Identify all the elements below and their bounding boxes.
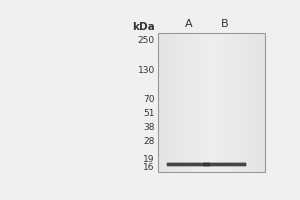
Text: 51: 51 xyxy=(143,109,155,118)
FancyBboxPatch shape xyxy=(167,163,210,166)
Text: 19: 19 xyxy=(143,155,155,164)
Text: 70: 70 xyxy=(143,95,155,104)
Text: 38: 38 xyxy=(143,123,155,132)
Text: 28: 28 xyxy=(143,137,155,146)
FancyBboxPatch shape xyxy=(203,163,246,166)
Text: B: B xyxy=(221,19,229,29)
Text: 130: 130 xyxy=(138,66,155,75)
Text: 250: 250 xyxy=(138,36,155,45)
Text: 16: 16 xyxy=(143,163,155,172)
Bar xyxy=(158,33,266,172)
Text: A: A xyxy=(184,19,192,29)
Text: kDa: kDa xyxy=(132,22,155,32)
